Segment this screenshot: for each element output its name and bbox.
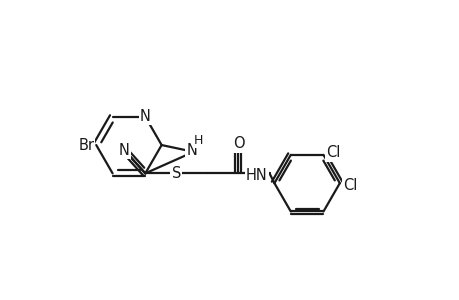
- Text: Br: Br: [78, 137, 94, 152]
- Text: O: O: [232, 136, 244, 152]
- Text: H: H: [193, 134, 203, 147]
- Text: Cl: Cl: [326, 146, 340, 160]
- Text: N: N: [140, 109, 151, 124]
- Text: N: N: [186, 143, 196, 158]
- Text: N: N: [119, 142, 129, 158]
- Text: Cl: Cl: [342, 178, 356, 193]
- Text: HN: HN: [245, 168, 267, 183]
- Text: S: S: [171, 166, 181, 181]
